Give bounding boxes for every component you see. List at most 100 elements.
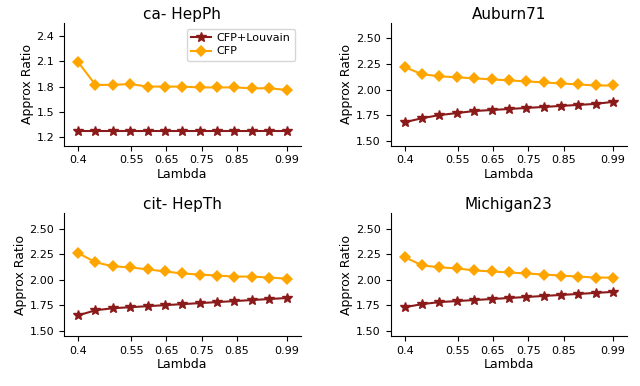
CFP+Louvain — [470, 298, 478, 302]
X-axis label: Lambda: Lambda — [157, 168, 207, 181]
Y-axis label: Approx Ratio: Approx Ratio — [340, 44, 353, 124]
CFP+Louvain — [248, 298, 255, 302]
CFP — [540, 80, 547, 85]
CFP+Louvain — [161, 128, 169, 133]
CFP — [575, 274, 582, 279]
CFP — [522, 79, 530, 84]
Title: ca- HepPh: ca- HepPh — [143, 7, 221, 22]
CFP+Louvain — [161, 303, 169, 308]
CFP — [592, 83, 600, 88]
Title: Auburn71: Auburn71 — [472, 7, 546, 22]
Line: CFP+Louvain: CFP+Louvain — [73, 126, 291, 135]
CFP+Louvain — [505, 107, 513, 111]
CFP — [213, 273, 221, 278]
CFP+Louvain — [126, 305, 134, 310]
CFP — [609, 275, 617, 280]
CFP — [248, 86, 255, 91]
CFP+Louvain — [213, 128, 221, 133]
X-axis label: Lambda: Lambda — [484, 168, 534, 181]
CFP+Louvain — [283, 128, 291, 133]
CFP+Louvain — [401, 305, 408, 310]
CFP — [557, 81, 565, 86]
Y-axis label: Approx Ratio: Approx Ratio — [340, 235, 353, 315]
CFP+Louvain — [609, 290, 617, 294]
CFP+Louvain — [575, 291, 582, 296]
CFP — [592, 275, 600, 280]
CFP — [213, 85, 221, 90]
CFP+Louvain — [74, 128, 82, 133]
Line: CFP: CFP — [74, 58, 291, 94]
Title: cit- HepTh: cit- HepTh — [143, 197, 221, 212]
CFP+Louvain — [470, 109, 478, 113]
Y-axis label: Approx Ratio: Approx Ratio — [13, 235, 27, 315]
CFP — [436, 265, 444, 270]
Line: CFP+Louvain: CFP+Louvain — [73, 293, 291, 320]
CFP+Louvain — [92, 308, 99, 313]
CFP+Louvain — [557, 103, 565, 108]
Line: CFP: CFP — [401, 63, 617, 90]
X-axis label: Lambda: Lambda — [157, 358, 207, 371]
CFP+Louvain — [557, 293, 565, 297]
CFP+Louvain — [74, 313, 82, 318]
CFP — [109, 264, 116, 269]
CFP+Louvain — [401, 120, 408, 125]
CFP — [161, 269, 169, 274]
CFP — [74, 60, 82, 64]
Y-axis label: Approx Ratio: Approx Ratio — [20, 44, 34, 124]
Title: Michigan23: Michigan23 — [465, 197, 553, 212]
CFP+Louvain — [126, 128, 134, 133]
CFP+Louvain — [92, 128, 99, 133]
CFP — [453, 75, 461, 80]
CFP+Louvain — [283, 296, 291, 300]
CFP — [196, 272, 204, 277]
CFP — [144, 84, 152, 89]
CFP+Louvain — [436, 300, 444, 305]
CFP+Louvain — [505, 296, 513, 300]
CFP+Louvain — [230, 299, 238, 303]
CFP — [488, 77, 495, 82]
CFP+Louvain — [196, 128, 204, 133]
CFP — [248, 274, 255, 279]
X-axis label: Lambda: Lambda — [484, 358, 534, 371]
CFP+Louvain — [109, 128, 116, 133]
Legend: CFP+Louvain, CFP: CFP+Louvain, CFP — [187, 29, 295, 61]
CFP+Louvain — [540, 294, 547, 298]
CFP — [418, 72, 426, 76]
CFP — [74, 251, 82, 256]
CFP — [144, 267, 152, 272]
Line: CFP+Louvain: CFP+Louvain — [400, 97, 618, 127]
CFP — [470, 76, 478, 81]
CFP — [505, 78, 513, 83]
CFP — [453, 266, 461, 271]
CFP — [505, 270, 513, 275]
CFP+Louvain — [609, 100, 617, 104]
CFP — [266, 275, 273, 280]
CFP — [283, 88, 291, 92]
CFP — [92, 260, 99, 264]
CFP — [540, 272, 547, 277]
CFP+Louvain — [230, 128, 238, 133]
CFP — [196, 85, 204, 90]
CFP+Louvain — [592, 102, 600, 106]
CFP+Louvain — [248, 128, 255, 133]
CFP+Louvain — [488, 297, 495, 301]
CFP — [418, 263, 426, 267]
CFP+Louvain — [418, 302, 426, 306]
CFP — [488, 269, 495, 274]
CFP — [436, 74, 444, 79]
CFP+Louvain — [109, 306, 116, 311]
CFP — [109, 83, 116, 87]
CFP+Louvain — [453, 111, 461, 115]
CFP+Louvain — [575, 103, 582, 107]
CFP — [179, 84, 186, 89]
CFP+Louvain — [522, 295, 530, 299]
CFP+Louvain — [266, 128, 273, 133]
CFP+Louvain — [522, 106, 530, 110]
CFP+Louvain — [196, 301, 204, 305]
CFP+Louvain — [453, 299, 461, 303]
CFP — [557, 273, 565, 278]
CFP — [470, 268, 478, 273]
CFP — [266, 86, 273, 91]
CFP — [401, 65, 408, 69]
Line: CFP: CFP — [74, 249, 291, 283]
